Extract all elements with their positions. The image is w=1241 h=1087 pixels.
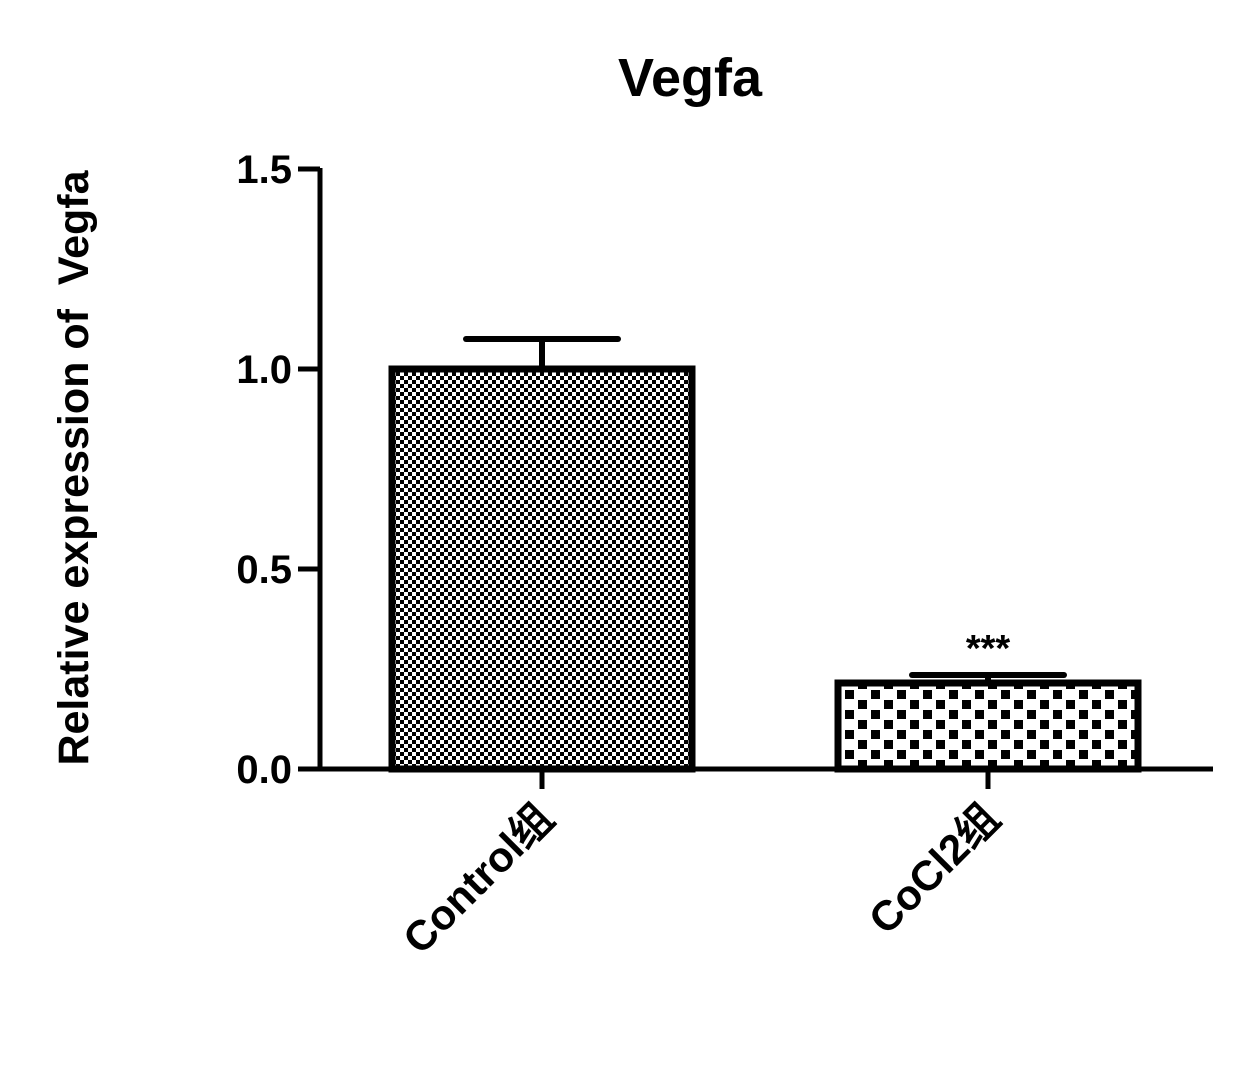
y-tick-label: 1.5 xyxy=(236,148,292,192)
y-ticks: 0.0 0.5 1.0 1.5 xyxy=(236,148,320,792)
y-tick-label: 0.5 xyxy=(236,548,292,592)
y-axis-label: Relative expression of Vegfa xyxy=(50,169,98,765)
y-tick-label: 1.0 xyxy=(236,348,292,392)
significance-label: *** xyxy=(966,628,1011,670)
error-bars xyxy=(463,336,1067,683)
x-tick-label: CoCl2组 xyxy=(860,794,1009,943)
x-ticks: Control组 CoCl2组 xyxy=(394,769,1009,963)
bars xyxy=(388,365,1142,773)
bar xyxy=(834,679,1142,773)
y-tick-label: 0.0 xyxy=(236,748,292,792)
annotations: *** xyxy=(966,628,1011,670)
chart-title: Vegfa xyxy=(618,48,763,108)
bar xyxy=(388,365,696,773)
x-tick-label: Control组 xyxy=(394,794,563,963)
